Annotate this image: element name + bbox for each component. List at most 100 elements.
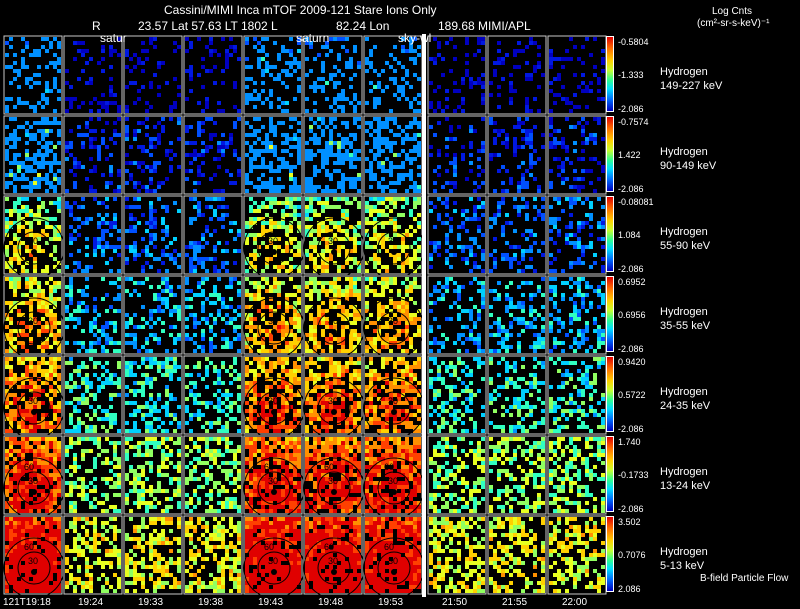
- pixel: [265, 69, 269, 73]
- pixel: [397, 133, 401, 137]
- pixel: [133, 137, 137, 141]
- pixel: [601, 265, 605, 269]
- pixel: [233, 417, 237, 421]
- pixel: [345, 253, 349, 257]
- pixel: [225, 345, 229, 349]
- pixel: [245, 121, 249, 125]
- pixel: [245, 369, 249, 373]
- pixel: [537, 53, 541, 57]
- pixel: [433, 301, 437, 305]
- pixel: [77, 125, 81, 129]
- pixel: [201, 301, 205, 305]
- pixel: [317, 85, 321, 89]
- pixel: [577, 257, 581, 261]
- pixel: [149, 189, 153, 193]
- pixel: [385, 281, 389, 285]
- pixel: [509, 301, 513, 305]
- pixel: [569, 241, 573, 245]
- pixel: [133, 229, 137, 233]
- pixel: [273, 149, 277, 153]
- pixel: [193, 265, 197, 269]
- pixel: [449, 37, 453, 41]
- pixel: [437, 105, 441, 109]
- pixel: [229, 53, 233, 57]
- pixel: [101, 129, 105, 133]
- pixel: [237, 293, 241, 297]
- pixel: [45, 413, 49, 417]
- pixel: [337, 409, 341, 413]
- pixel: [553, 141, 557, 145]
- pixel: [221, 213, 225, 217]
- pixel: [561, 177, 565, 181]
- pixel: [305, 345, 309, 349]
- pixel: [349, 281, 353, 285]
- pixel: [33, 421, 37, 425]
- pixel: [21, 313, 25, 317]
- pixel: [329, 285, 333, 289]
- pixel: [501, 141, 505, 145]
- pixel: [341, 121, 345, 125]
- pixel: [345, 157, 349, 161]
- pixel: [325, 249, 329, 253]
- pixel: [297, 241, 301, 245]
- pixel: [577, 245, 581, 249]
- pixel: [365, 37, 369, 41]
- pixel: [177, 317, 181, 321]
- pixel: [21, 173, 25, 177]
- pixel: [293, 317, 297, 321]
- pixel: [417, 189, 421, 193]
- pixel: [53, 157, 57, 161]
- pixel: [345, 361, 349, 365]
- pixel: [125, 137, 129, 141]
- pixel: [9, 301, 13, 305]
- pixel: [201, 305, 205, 309]
- pixel: [313, 173, 317, 177]
- pixel: [369, 133, 373, 137]
- pixel: [93, 97, 97, 101]
- pixel: [81, 365, 85, 369]
- pixel: [529, 325, 533, 329]
- pixel: [249, 225, 253, 229]
- pixel: [369, 173, 373, 177]
- pixel: [381, 309, 385, 313]
- pixel: [449, 253, 453, 257]
- pixel: [589, 233, 593, 237]
- ring-label: 30: [268, 396, 278, 406]
- pixel: [273, 237, 277, 241]
- pixel: [305, 189, 309, 193]
- pixel: [85, 429, 89, 433]
- pixel: [325, 385, 329, 389]
- pixel: [333, 221, 337, 225]
- pixel: [81, 329, 85, 333]
- pixel: [509, 261, 513, 265]
- pixel: [13, 377, 17, 381]
- pixel: [549, 109, 553, 113]
- pixel: [281, 161, 285, 165]
- pixel: [353, 405, 357, 409]
- pixel: [141, 405, 145, 409]
- pixel: [217, 205, 221, 209]
- pixel: [33, 269, 37, 273]
- pixel: [413, 373, 417, 377]
- pixel: [265, 181, 269, 185]
- pixel: [265, 137, 269, 141]
- pixel: [413, 389, 417, 393]
- pixel: [333, 413, 337, 417]
- pixel: [93, 165, 97, 169]
- pixel: [233, 121, 237, 125]
- pixel: [541, 277, 545, 281]
- pixel: [261, 301, 265, 305]
- pixel: [161, 289, 165, 293]
- pixel: [149, 137, 153, 141]
- pixel: [5, 185, 9, 189]
- pixel: [293, 57, 297, 61]
- pixel: [285, 293, 289, 297]
- pixel: [473, 337, 477, 341]
- pixel: [373, 253, 377, 257]
- pixel: [65, 317, 69, 321]
- pixel: [385, 169, 389, 173]
- pixel: [349, 201, 353, 205]
- pixel: [529, 345, 533, 349]
- pixel: [185, 421, 189, 425]
- pixel: [369, 341, 373, 345]
